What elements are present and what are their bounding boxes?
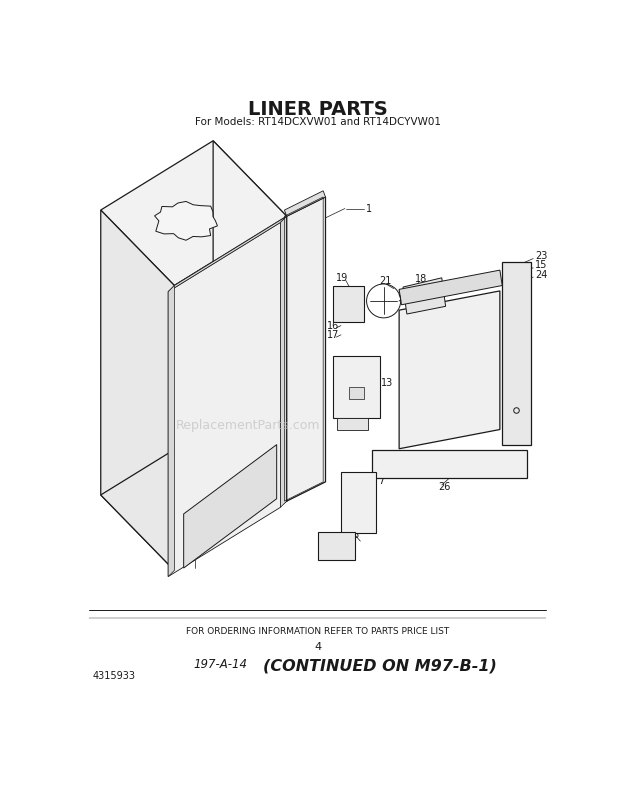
Polygon shape — [399, 291, 500, 448]
Text: (CONTINUED ON M97-B-1): (CONTINUED ON M97-B-1) — [263, 659, 497, 674]
Polygon shape — [184, 444, 277, 568]
Polygon shape — [174, 216, 286, 571]
Polygon shape — [285, 191, 326, 216]
Text: 17: 17 — [327, 330, 339, 340]
Polygon shape — [100, 141, 286, 285]
Text: 197-A-14: 197-A-14 — [194, 658, 248, 671]
Polygon shape — [403, 278, 446, 314]
Text: 16: 16 — [327, 321, 339, 330]
Text: 24: 24 — [534, 269, 547, 280]
Text: 26: 26 — [438, 482, 450, 492]
Polygon shape — [334, 285, 365, 322]
Polygon shape — [502, 262, 531, 445]
Polygon shape — [337, 418, 368, 429]
Polygon shape — [317, 532, 355, 560]
Text: 2: 2 — [296, 361, 303, 370]
Polygon shape — [168, 222, 280, 577]
Text: 21: 21 — [379, 276, 392, 286]
Text: For Models: RT14DCXVW01 and RT14DCYVW01: For Models: RT14DCXVW01 and RT14DCYVW01 — [195, 117, 441, 127]
Polygon shape — [280, 216, 286, 507]
Text: 7: 7 — [378, 476, 384, 486]
Text: 4315933: 4315933 — [93, 671, 136, 681]
Text: 1: 1 — [366, 203, 372, 214]
Text: 4: 4 — [314, 642, 321, 652]
Polygon shape — [286, 197, 326, 501]
Polygon shape — [100, 426, 286, 571]
Text: 6: 6 — [353, 530, 359, 540]
Polygon shape — [348, 387, 365, 399]
Polygon shape — [100, 210, 174, 571]
Text: 15: 15 — [534, 261, 547, 270]
Text: 27: 27 — [394, 450, 406, 460]
Text: 18: 18 — [415, 274, 427, 284]
Text: 9: 9 — [520, 403, 525, 414]
Text: LINER PARTS: LINER PARTS — [248, 100, 388, 120]
Polygon shape — [341, 472, 376, 533]
Text: FOR ORDERING INFORMATION REFER TO PARTS PRICE LIST: FOR ORDERING INFORMATION REFER TO PARTS … — [186, 626, 450, 636]
Polygon shape — [213, 141, 286, 501]
Text: 19: 19 — [336, 273, 348, 283]
Polygon shape — [168, 216, 286, 292]
Text: ReplacementParts.com: ReplacementParts.com — [175, 419, 321, 432]
Text: 23: 23 — [534, 251, 547, 262]
Polygon shape — [399, 270, 502, 305]
Text: 8: 8 — [167, 225, 173, 235]
Polygon shape — [154, 202, 218, 240]
Polygon shape — [372, 450, 527, 478]
Text: 25: 25 — [450, 382, 464, 392]
Polygon shape — [334, 356, 379, 418]
Polygon shape — [168, 285, 174, 577]
Text: 13: 13 — [381, 378, 394, 388]
